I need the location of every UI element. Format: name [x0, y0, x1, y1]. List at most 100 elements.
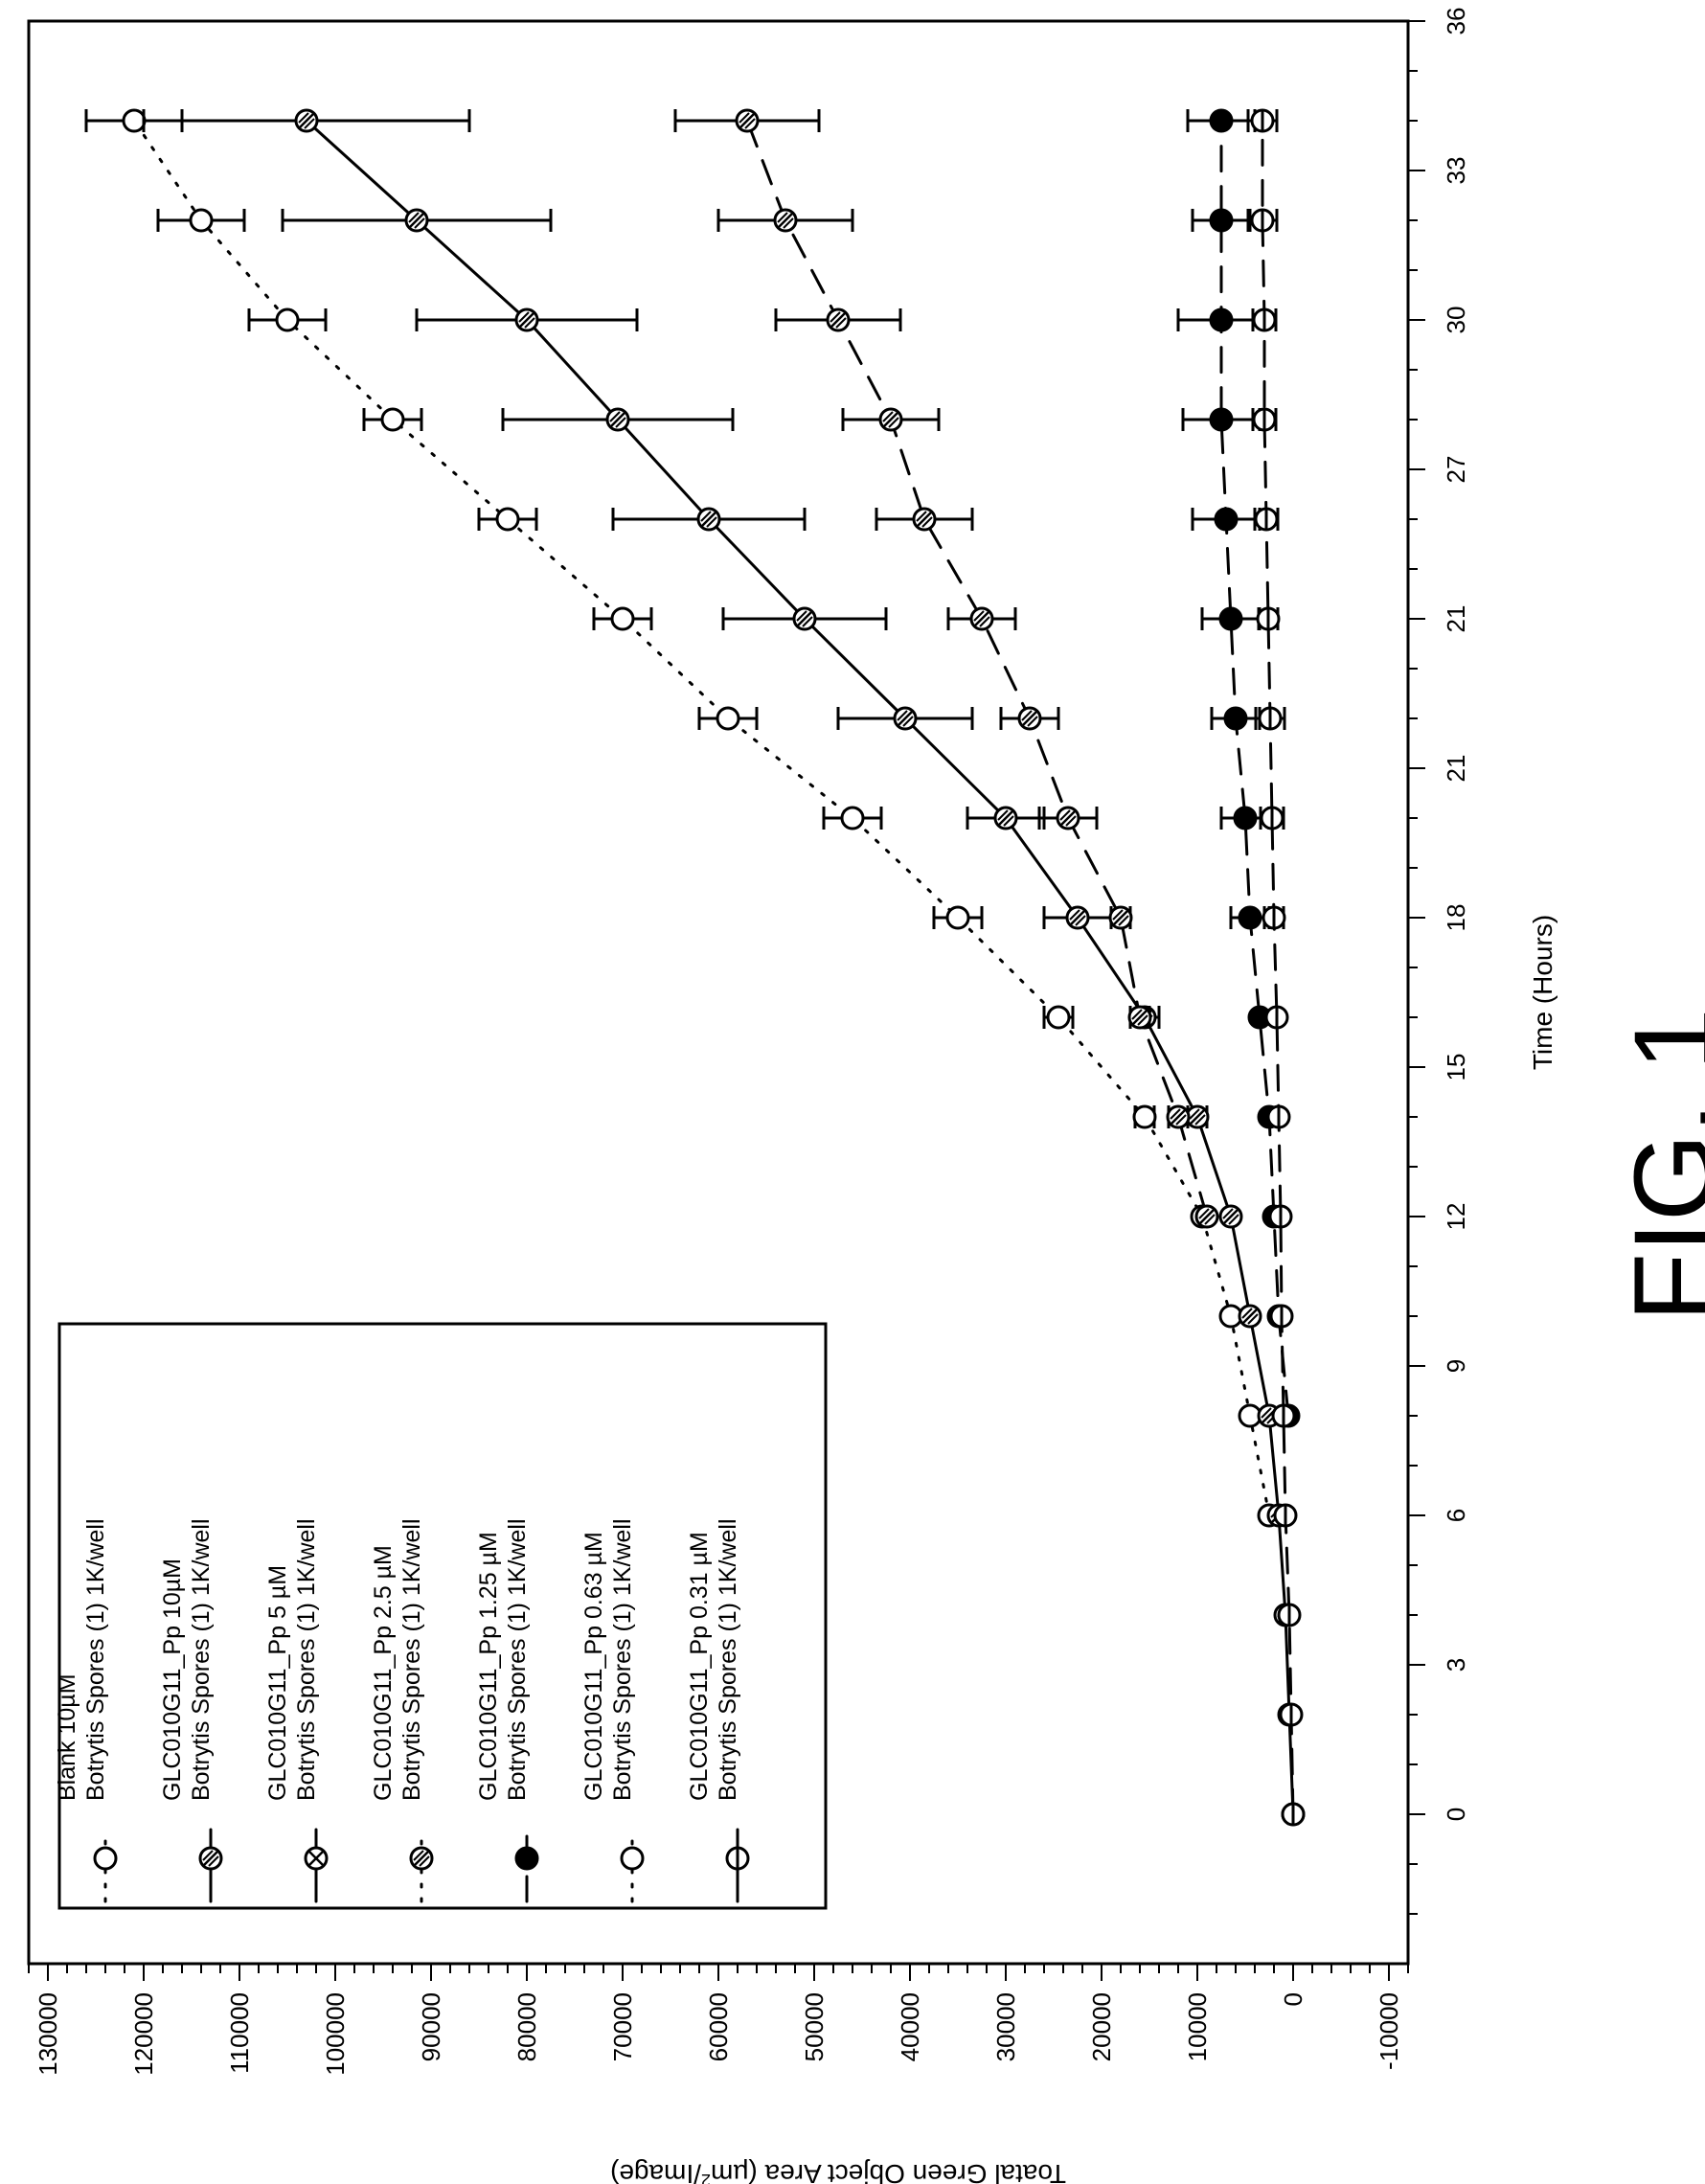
y-tick-label: 40000 — [896, 1992, 924, 2061]
data-point — [380, 407, 405, 432]
y-tick-label: -10000 — [1375, 1992, 1403, 2070]
data-point-hatch — [1070, 910, 1085, 925]
y-axis-label-part: /Image) — [610, 2159, 701, 2184]
series-line — [132, 119, 1271, 1517]
unlabeled-series-1 — [1246, 108, 1306, 1827]
legend-box — [57, 1322, 828, 1910]
data-point-hatch — [902, 716, 914, 727]
y-axis-label-superscript: 2 — [701, 2171, 711, 2184]
data-point — [514, 1846, 539, 1871]
data-point-hatch — [1261, 1407, 1272, 1419]
data-point-hatch — [519, 312, 534, 328]
y-tick-label: 100000 — [321, 1992, 350, 2076]
data-point-hatch — [997, 809, 1009, 821]
x-tick-label: 27 — [1442, 456, 1470, 484]
data-point-hatch — [1131, 1009, 1143, 1020]
legend-label-line: Botrytis Spores (1) 1K/well — [398, 1518, 425, 1801]
x-tick-label: 15 — [1442, 1054, 1470, 1081]
data-point-hatch — [1069, 909, 1080, 921]
data-point-hatch — [1059, 809, 1071, 821]
y-tick-label: 0 — [1279, 1992, 1307, 2006]
y-tick-label: 60000 — [704, 1992, 733, 2061]
data-point-hatch — [524, 317, 535, 329]
data-point-hatch — [1222, 1208, 1234, 1219]
data-point-hatch — [1189, 1108, 1200, 1120]
data-point-hatch — [610, 412, 625, 427]
data-point-hatch — [897, 710, 908, 721]
legend-label: GLC010G11_Pp 1.25 µMBotrytis Spores (1) … — [475, 1518, 531, 1801]
data-point-hatch — [888, 417, 899, 428]
data-point-hatch — [1204, 1214, 1216, 1225]
data-point-hatch — [1065, 815, 1077, 827]
data-point-hatch — [518, 311, 530, 323]
data-point-hatch — [1022, 711, 1037, 726]
data-point — [1238, 905, 1262, 930]
series-line — [1219, 119, 1290, 1418]
y-tick-label: 50000 — [800, 1992, 829, 2061]
data-point-hatch — [783, 217, 794, 229]
legend-label: GLC010G11_Pp 10µMBotrytis Spores (1) 1K/… — [159, 1518, 215, 1801]
data-point-hatch — [1003, 815, 1014, 827]
data-point — [945, 905, 970, 930]
data-point-hatch — [1247, 1313, 1259, 1325]
data-point-hatch — [706, 516, 717, 528]
legend-label-line: GLC010G11_Pp 0.31 µM — [686, 1532, 713, 1801]
legend-label-line: Botrytis Spores (1) 1K/well — [609, 1518, 636, 1801]
data-point — [1046, 1005, 1071, 1030]
y-tick-label: 120000 — [129, 1992, 158, 2076]
x-tick-label: 3 — [1442, 1658, 1470, 1672]
data-point-hatch — [1242, 1308, 1258, 1324]
data-point-hatch — [882, 411, 894, 422]
data-point-hatch — [1190, 1109, 1205, 1125]
data-point-hatch — [1194, 1114, 1206, 1126]
series-line — [305, 119, 1295, 1816]
data-point-hatch — [1223, 1209, 1239, 1224]
data-point-hatch — [298, 112, 309, 124]
legend-label: GLC010G11_Pp 0.31 µMBotrytis Spores (1) … — [686, 1518, 741, 1801]
data-point-hatch — [830, 312, 846, 328]
legend-label-line: Blank 10µM — [54, 1673, 80, 1801]
data-point-hatch — [1137, 1014, 1148, 1026]
data-point-hatch — [299, 113, 314, 128]
legend-label-line: GLC010G11_Pp 10µM — [159, 1558, 186, 1801]
legend-label: GLC010G11_Pp 5 µMBotrytis Spores (1) 1K/… — [264, 1518, 320, 1801]
data-point — [275, 307, 300, 332]
legend-label-line: GLC010G11_Pp 2.5 µM — [370, 1545, 397, 1801]
legend-label-line: Botrytis Spores (1) 1K/well — [188, 1518, 215, 1801]
data-point-hatch — [409, 213, 424, 228]
legend-label-line: GLC010G11_Pp 5 µM — [264, 1565, 291, 1801]
data-point — [1209, 407, 1234, 432]
data-point-hatch — [700, 511, 712, 522]
series-line — [745, 119, 1209, 1218]
data-point-hatch — [1113, 910, 1128, 925]
data-point-hatch — [921, 516, 933, 528]
x-tick-label: 18 — [1442, 904, 1470, 932]
data-point-hatch — [979, 616, 990, 627]
data-point — [122, 108, 147, 133]
data-point — [610, 606, 635, 631]
x-tick-label: 9 — [1442, 1359, 1470, 1373]
y-tick-label: 80000 — [512, 1992, 541, 2061]
data-point-hatch — [1170, 1108, 1181, 1120]
data-point — [93, 1846, 118, 1871]
data-point-hatch — [203, 1851, 218, 1866]
data-point-hatch — [1027, 716, 1038, 727]
data-point-hatch — [739, 112, 750, 124]
x-tick-label: 0 — [1442, 1808, 1470, 1821]
data-point-hatch — [1132, 1010, 1148, 1025]
legend-label-line: Botrytis Spores (1) 1K/well — [82, 1518, 109, 1801]
data-point-hatch — [609, 411, 621, 422]
data-point — [1209, 108, 1234, 133]
x-tick-label: 21 — [1442, 605, 1470, 633]
data-point-hatch — [916, 511, 927, 522]
data-point-hatch — [973, 610, 985, 622]
data-point-hatch — [1060, 810, 1076, 826]
data-point-hatch — [974, 611, 989, 626]
data-point-hatch — [1075, 915, 1086, 926]
legend-label: GLC010G11_Pp 0.63 µMBotrytis Spores (1) … — [580, 1518, 636, 1801]
y-axis-label-part: Toatal Green Object Area (µm — [711, 2159, 1066, 2184]
x-tick-label: 12 — [1442, 1203, 1470, 1231]
x-axis-label: Time (Hours) — [1528, 915, 1557, 1070]
y-tick-label: 110000 — [225, 1992, 254, 2074]
legend: Blank 10µMBotrytis Spores (1) 1K/well GLC… — [54, 1322, 828, 1910]
